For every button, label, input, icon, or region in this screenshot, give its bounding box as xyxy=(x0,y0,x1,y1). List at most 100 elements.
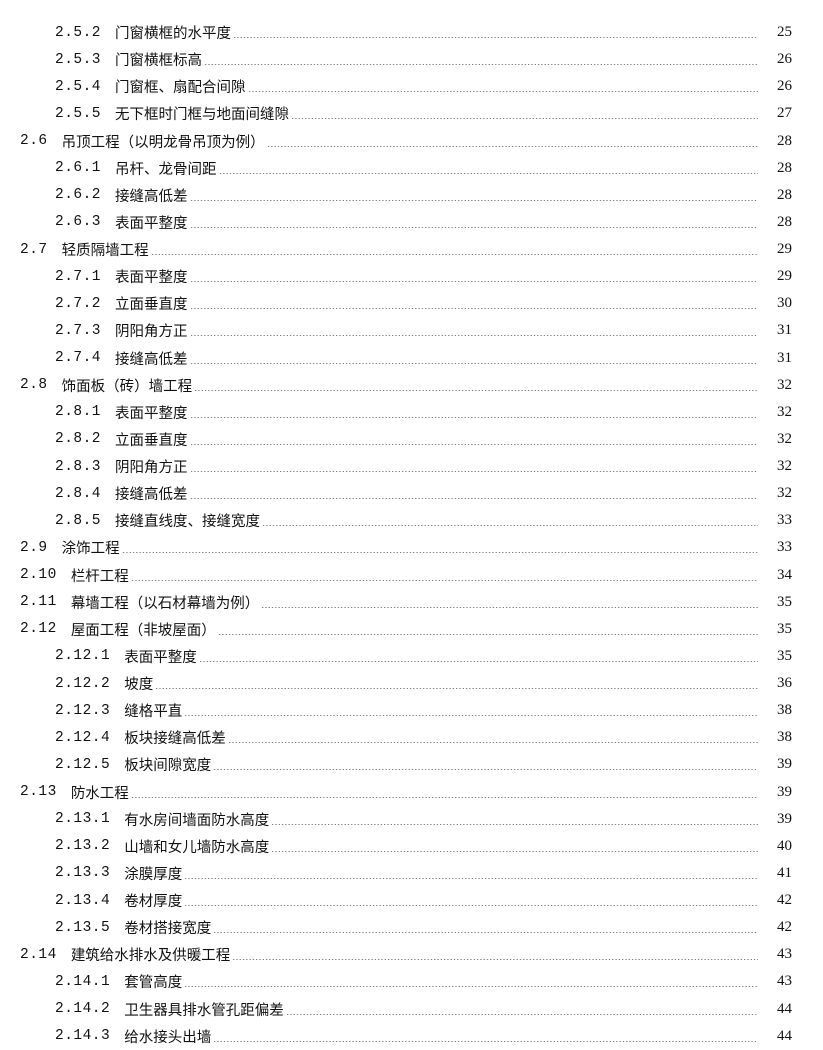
toc-entry[interactable]: 2.14.2 卫生器具排水管孔距偏差 44 xyxy=(0,996,823,1023)
toc-entry[interactable]: 2.12.3 缝格平直 38 xyxy=(0,697,823,724)
dot-leader xyxy=(184,905,758,907)
page-number: 30 xyxy=(777,295,792,312)
toc-entry[interactable]: 2.10 栏杆工程 34 xyxy=(0,562,823,589)
toc-entry[interactable]: 2.12.1 表面平整度 35 xyxy=(0,643,823,670)
toc-entry[interactable]: 2.12 屋面工程（非坡屋面） 35 xyxy=(0,616,823,643)
toc-entry[interactable]: 2.7.4 接缝高低差 31 xyxy=(0,345,823,372)
page-number: 38 xyxy=(777,702,792,719)
dot-leader xyxy=(218,172,758,174)
page-number: 29 xyxy=(777,241,792,258)
section-title: 表面平整度 xyxy=(124,649,197,666)
section-number: 2.13.1 xyxy=(55,811,111,828)
page-number: 35 xyxy=(777,647,792,664)
section-title: 缝格平直 xyxy=(124,704,183,721)
section-title: 接缝高低差 xyxy=(115,188,188,205)
toc-entry[interactable]: 2.13 防水工程 39 xyxy=(0,779,823,806)
toc-entry[interactable]: 2.8.5 接缝直线度、接缝宽度 33 xyxy=(0,507,823,534)
toc-entry[interactable]: 2.13.4 卷材厚度 42 xyxy=(0,887,823,914)
section-title: 立面垂直度 xyxy=(115,297,188,314)
toc-entry[interactable]: 2.14.3 给水接头出墙 44 xyxy=(0,1023,823,1050)
section-number: 2.8.1 xyxy=(55,404,102,421)
toc-entry[interactable]: 2.12.5 板块间隙宽度 39 xyxy=(0,751,823,778)
toc-entry[interactable]: 2.13.3 涂膜厚度 41 xyxy=(0,860,823,887)
toc-entry[interactable]: 2.6.3 表面平整度 28 xyxy=(0,209,823,236)
section-title: 板块间隙宽度 xyxy=(124,758,212,775)
toc-entry[interactable]: 2.8.1 表面平整度 32 xyxy=(0,399,823,426)
toc-entry[interactable]: 2.14 建筑给水排水及供暖工程 43 xyxy=(0,941,823,968)
section-number: 2.6.3 xyxy=(55,214,102,231)
dot-leader xyxy=(184,877,758,879)
section-title: 表面平整度 xyxy=(115,405,188,422)
page-number: 32 xyxy=(777,376,792,393)
toc-entry[interactable]: 2.9 涂饰工程 33 xyxy=(0,534,823,561)
dot-leader xyxy=(189,335,758,337)
toc-entry[interactable]: 2.8.4 接缝高低差 32 xyxy=(0,480,823,507)
section-title: 吊顶工程（以明龙骨吊顶为例） xyxy=(61,134,265,151)
section-number: 2.7.1 xyxy=(55,268,102,285)
page-number: 25 xyxy=(777,24,792,41)
toc-entry[interactable]: 2.6.2 接缝高低差 28 xyxy=(0,182,823,209)
toc-entry[interactable]: 2.12.4 板块接缝高低差 38 xyxy=(0,724,823,751)
toc-entry[interactable]: 2.7 轻质隔墙工程 29 xyxy=(0,236,823,263)
section-number: 2.5.3 xyxy=(55,51,102,68)
dot-leader xyxy=(266,145,758,147)
dot-leader xyxy=(155,688,758,690)
section-title: 板块接缝高低差 xyxy=(124,731,226,748)
toc-entry[interactable]: 2.6.1 吊杆、龙骨间距 28 xyxy=(0,155,823,182)
toc-entry[interactable]: 2.6 吊顶工程（以明龙骨吊顶为例） 28 xyxy=(0,128,823,155)
toc-entry[interactable]: 2.5.4 门窗框、扇配合间隙 26 xyxy=(0,73,823,100)
toc-entry[interactable]: 2.13.1 有水房间墙面防水高度 39 xyxy=(0,806,823,833)
dot-leader xyxy=(150,254,758,256)
dot-leader xyxy=(227,742,758,744)
section-number: 2.10 xyxy=(20,567,57,584)
dot-leader xyxy=(247,91,758,93)
section-number: 2.5.4 xyxy=(55,78,102,95)
page-number: 28 xyxy=(777,186,792,203)
toc-entry[interactable]: 2.5.5 无下框时门框与地面间缝隙 27 xyxy=(0,100,823,127)
toc-entry[interactable]: 2.11 幕墙工程（以石材幕墙为例） 35 xyxy=(0,589,823,616)
dot-leader xyxy=(189,416,758,418)
section-title: 涂膜厚度 xyxy=(124,866,183,883)
dot-leader xyxy=(184,986,758,988)
section-number: 2.5.2 xyxy=(55,24,102,41)
page-number: 43 xyxy=(777,946,792,963)
page-number: 35 xyxy=(777,620,792,637)
toc-entry[interactable]: 2.7.2 立面垂直度 30 xyxy=(0,290,823,317)
section-number: 2.6 xyxy=(20,133,48,150)
section-title: 卷材搭接宽度 xyxy=(124,921,212,938)
toc-entry[interactable]: 2.8 饰面板（砖）墙工程 32 xyxy=(0,372,823,399)
toc-entry[interactable]: 2.13.2 山墙和女儿墙防水高度 40 xyxy=(0,833,823,860)
section-number: 2.7.2 xyxy=(55,295,102,312)
toc-entry[interactable]: 2.8.3 阴阳角方正 32 xyxy=(0,453,823,480)
page-number: 32 xyxy=(777,458,792,475)
section-number: 2.13.4 xyxy=(55,892,111,909)
dot-leader xyxy=(189,199,758,201)
dot-leader xyxy=(189,308,758,310)
toc-entry[interactable]: 2.5.2 门窗横框的水平度 25 xyxy=(0,19,823,46)
section-number: 2.8.2 xyxy=(55,431,102,448)
toc-entry[interactable]: 2.7.1 表面平整度 29 xyxy=(0,263,823,290)
section-title: 饰面板（砖）墙工程 xyxy=(61,378,193,395)
toc-entry[interactable]: 2.14.1 套管高度 43 xyxy=(0,968,823,995)
page-number: 43 xyxy=(777,973,792,990)
section-number: 2.14 xyxy=(20,946,57,963)
dot-leader xyxy=(261,606,758,608)
dot-leader xyxy=(213,769,758,771)
section-number: 2.6.1 xyxy=(55,160,102,177)
table-of-contents: 2.5.2 门窗横框的水平度 25 2.5.3 门窗横框标高 26 2.5.4 门窗框、扇配合… xyxy=(0,19,823,1050)
page-number: 26 xyxy=(777,51,792,68)
toc-entry[interactable]: 2.5.3 门窗横框标高 26 xyxy=(0,46,823,73)
dot-leader xyxy=(189,362,758,364)
page-number: 39 xyxy=(777,756,792,773)
dot-leader xyxy=(189,471,758,473)
page-number: 44 xyxy=(777,1000,792,1017)
toc-entry[interactable]: 2.12.2 坡度 36 xyxy=(0,670,823,697)
section-title: 阴阳角方正 xyxy=(115,324,188,341)
toc-entry[interactable]: 2.13.5 卷材搭接宽度 42 xyxy=(0,914,823,941)
dot-leader xyxy=(130,579,758,581)
section-number: 2.14.2 xyxy=(55,1001,111,1018)
toc-entry[interactable]: 2.8.2 立面垂直度 32 xyxy=(0,426,823,453)
section-number: 2.12.5 xyxy=(55,756,111,773)
toc-entry[interactable]: 2.7.3 阴阳角方正 31 xyxy=(0,317,823,344)
dot-leader xyxy=(194,389,758,391)
